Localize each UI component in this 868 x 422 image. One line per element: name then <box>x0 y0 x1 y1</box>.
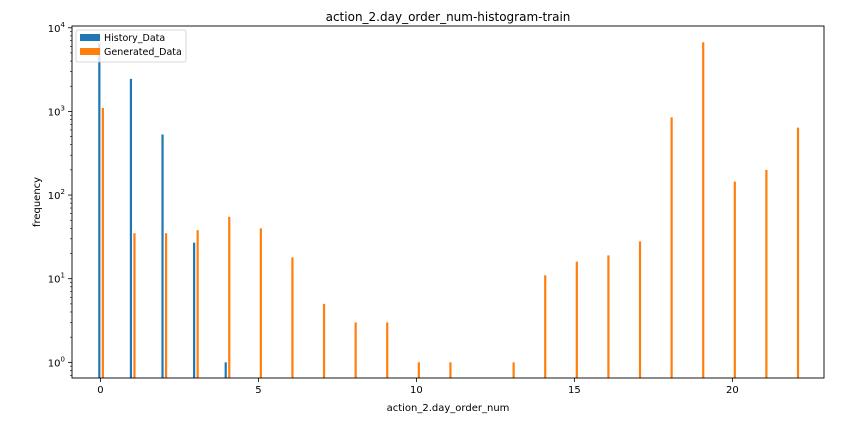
y-tick-label-2: 102 <box>48 188 65 202</box>
generated-bar-22 <box>796 127 800 378</box>
x-tick-label-0: 0 <box>97 385 103 396</box>
generated-bar-5 <box>259 228 262 378</box>
y-tick-label-1: 101 <box>48 272 65 286</box>
generated-bar-13 <box>512 362 515 378</box>
generated-bar-9 <box>386 322 389 378</box>
chart-title: action_2.day_order_num-histogram-train <box>326 10 571 24</box>
generated-bar-15 <box>575 261 578 378</box>
legend-label-history: History_Data <box>104 33 165 44</box>
y-tick-label-4: 104 <box>48 21 66 35</box>
y-axis-label: frequency <box>32 177 43 227</box>
x-tick-label-10: 10 <box>410 385 423 396</box>
generated-bar-0 <box>101 107 104 378</box>
generated-bar-8 <box>354 322 357 378</box>
history-bar-2 <box>161 134 164 378</box>
x-axis-label: action_2.day_order_num <box>387 403 510 414</box>
generated-bar-19 <box>702 42 705 378</box>
generated-bar-3 <box>196 230 199 378</box>
x-tick-label-5: 5 <box>255 385 261 396</box>
generated-bar-21 <box>765 169 768 378</box>
generated-bar-1 <box>133 233 136 378</box>
generated-bar-10 <box>417 362 420 378</box>
x-axis: 0 5 10 15 20 <box>97 378 739 396</box>
history-bar-1 <box>129 78 133 379</box>
y-tick-label-0: 100 <box>48 355 65 369</box>
generated-bar-20 <box>733 181 736 378</box>
plot-frame <box>71 25 825 379</box>
history-bar-3 <box>193 242 196 378</box>
generated-bar-7 <box>322 303 326 378</box>
generated-bar-17 <box>638 241 642 378</box>
generated-bar-6 <box>291 257 294 378</box>
y-axis: 100 101 102 103 104 <box>48 21 72 376</box>
legend: History_Data Generated_Data <box>75 29 187 63</box>
generated-bar-4 <box>228 216 231 378</box>
generated-bar-2 <box>164 233 168 378</box>
x-tick-label-20: 20 <box>726 385 739 396</box>
generated-bar-11 <box>449 362 452 378</box>
y-tick-label-3: 103 <box>48 104 65 118</box>
generated-bar-14 <box>544 275 547 378</box>
bars-group <box>98 42 800 379</box>
history-bar-4 <box>224 362 227 378</box>
generated-bar-18 <box>670 117 673 378</box>
generated-bar-16 <box>607 255 610 378</box>
legend-box <box>75 29 187 63</box>
legend-swatch-generated <box>80 48 100 55</box>
legend-swatch-history <box>80 34 100 41</box>
x-tick-label-15: 15 <box>568 385 581 396</box>
legend-label-generated: Generated_Data <box>104 47 182 58</box>
history-bar-0 <box>98 43 101 379</box>
